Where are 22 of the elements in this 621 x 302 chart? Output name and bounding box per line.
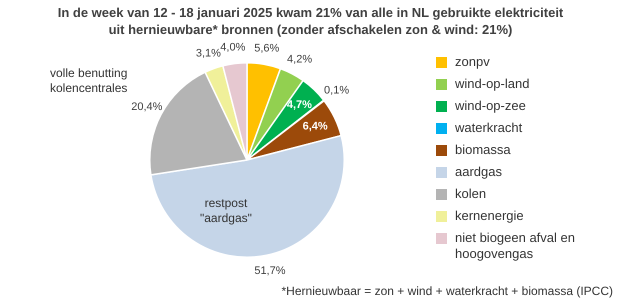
- legend-label: niet biogeen afval en hoogovengas: [455, 230, 576, 262]
- data-label: 51,7%: [254, 264, 286, 277]
- text: restpost "aardgas": [200, 196, 252, 226]
- legend-label: wind-op-zee: [455, 98, 526, 114]
- legend-label: wind-op-land: [455, 76, 530, 92]
- legend-label: zonpv: [455, 54, 490, 70]
- data-label: 4,0%: [220, 42, 246, 54]
- legend-label: kolen: [455, 186, 486, 202]
- data-label: 20,4%: [131, 101, 163, 114]
- data-label: 4,7%: [286, 99, 312, 112]
- data-label: 0,1%: [324, 84, 350, 97]
- chart-title: In de week van 12 - 18 januari 2025 kwam 21% van alle in NL gebruikte elektriciteit uit hernieuwbare* bronnen (zonder afschakelen zon & wind: 21%): [56, 4, 564, 38]
- legend-label: biomassa: [455, 142, 511, 158]
- legend-label: aardgas: [455, 164, 502, 180]
- legend-label: kernenergie: [455, 208, 524, 224]
- text: volle benutting kolencentrales: [50, 66, 128, 96]
- data-label: 3,1%: [196, 48, 222, 60]
- text: *Hernieuwbaar = zon + wind + waterkracht + biomassa (IPCC): [282, 284, 613, 299]
- data-label: 5,6%: [254, 42, 280, 55]
- data-label: 4,2%: [287, 54, 312, 66]
- data-label: 6,4%: [302, 120, 328, 133]
- legend-label: waterkracht: [455, 120, 522, 136]
